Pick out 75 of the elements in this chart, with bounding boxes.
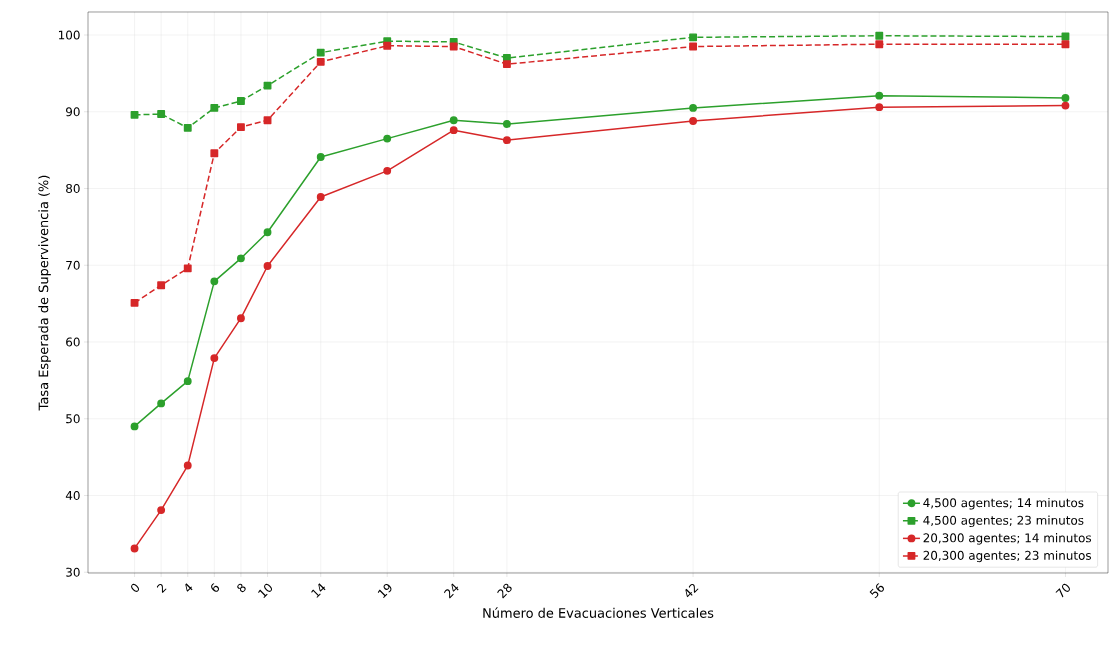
point <box>130 298 139 307</box>
x-tick-label: 24 <box>444 583 459 599</box>
x-tick-label: 8 <box>237 583 246 593</box>
legend-label: 4,500 agentes; 23 minutos <box>923 515 1084 528</box>
point <box>502 60 511 69</box>
point <box>502 136 511 145</box>
point <box>449 116 458 125</box>
y-tick-label: 40 <box>65 490 80 501</box>
point <box>157 506 166 514</box>
x-tick-label: 0 <box>131 583 140 592</box>
point <box>237 123 245 132</box>
point <box>157 281 166 290</box>
y-tick-label: 70 <box>66 260 80 270</box>
point <box>316 57 325 66</box>
y-tick-label: 100 <box>58 30 80 40</box>
point <box>1061 94 1070 102</box>
point <box>130 422 139 431</box>
y-tick-label: 50 <box>66 414 80 424</box>
y-tick-label: 90 <box>66 107 80 117</box>
x-tick-label: 4 <box>185 583 193 592</box>
legend-label: 20,300 agentes; 23 minutos <box>923 550 1092 563</box>
point <box>263 116 272 125</box>
point <box>157 110 166 118</box>
point <box>689 33 698 42</box>
point <box>689 117 698 125</box>
point <box>263 262 272 270</box>
point <box>210 354 219 363</box>
x-tick-label: 42 <box>685 583 699 598</box>
point <box>237 314 245 323</box>
point <box>875 91 884 100</box>
point <box>316 193 325 201</box>
point <box>316 153 325 161</box>
point <box>263 228 272 237</box>
point <box>130 544 139 553</box>
point <box>449 126 458 135</box>
y-tick-label: 60 <box>66 337 80 347</box>
point <box>1061 40 1070 49</box>
x-axis-title: Número de Evacuaciones Verticales <box>483 607 714 618</box>
point <box>183 264 192 273</box>
point <box>237 254 245 263</box>
point <box>316 48 325 57</box>
point <box>689 103 698 112</box>
point <box>263 81 272 90</box>
point <box>502 120 511 128</box>
x-tick-label: 2 <box>156 583 167 593</box>
point <box>210 103 219 112</box>
y-axis-title: Tasa Esperada de Supervivencia (%) <box>38 175 51 411</box>
x-tick-label: 10 <box>258 583 273 598</box>
legend-label: 20,300 agentes; 14 minutos <box>923 533 1092 545</box>
point <box>875 103 884 112</box>
point <box>210 277 219 286</box>
point <box>875 40 884 49</box>
point <box>875 31 884 40</box>
point <box>237 97 245 105</box>
x-tick-label: 56 <box>869 583 884 599</box>
y-tick-label: 30 <box>66 567 80 577</box>
point <box>383 41 392 50</box>
x-tick-label: 19 <box>377 583 392 598</box>
point <box>1061 101 1070 110</box>
point <box>183 377 192 386</box>
point <box>183 461 192 470</box>
point <box>183 123 192 132</box>
point <box>157 399 166 408</box>
point <box>383 134 392 143</box>
legend-label: 4,500 agentes; 14 minutos <box>923 497 1084 510</box>
y-tick-label: 80 <box>66 183 80 194</box>
x-tick-label: 14 <box>311 583 326 598</box>
point <box>689 42 698 51</box>
point <box>449 42 458 51</box>
point <box>383 166 392 175</box>
point <box>130 110 139 119</box>
point <box>210 149 219 158</box>
x-tick-label: 28 <box>497 583 512 599</box>
x-tick-label: 70 <box>1055 583 1070 598</box>
x-tick-label: 6 <box>211 583 220 592</box>
